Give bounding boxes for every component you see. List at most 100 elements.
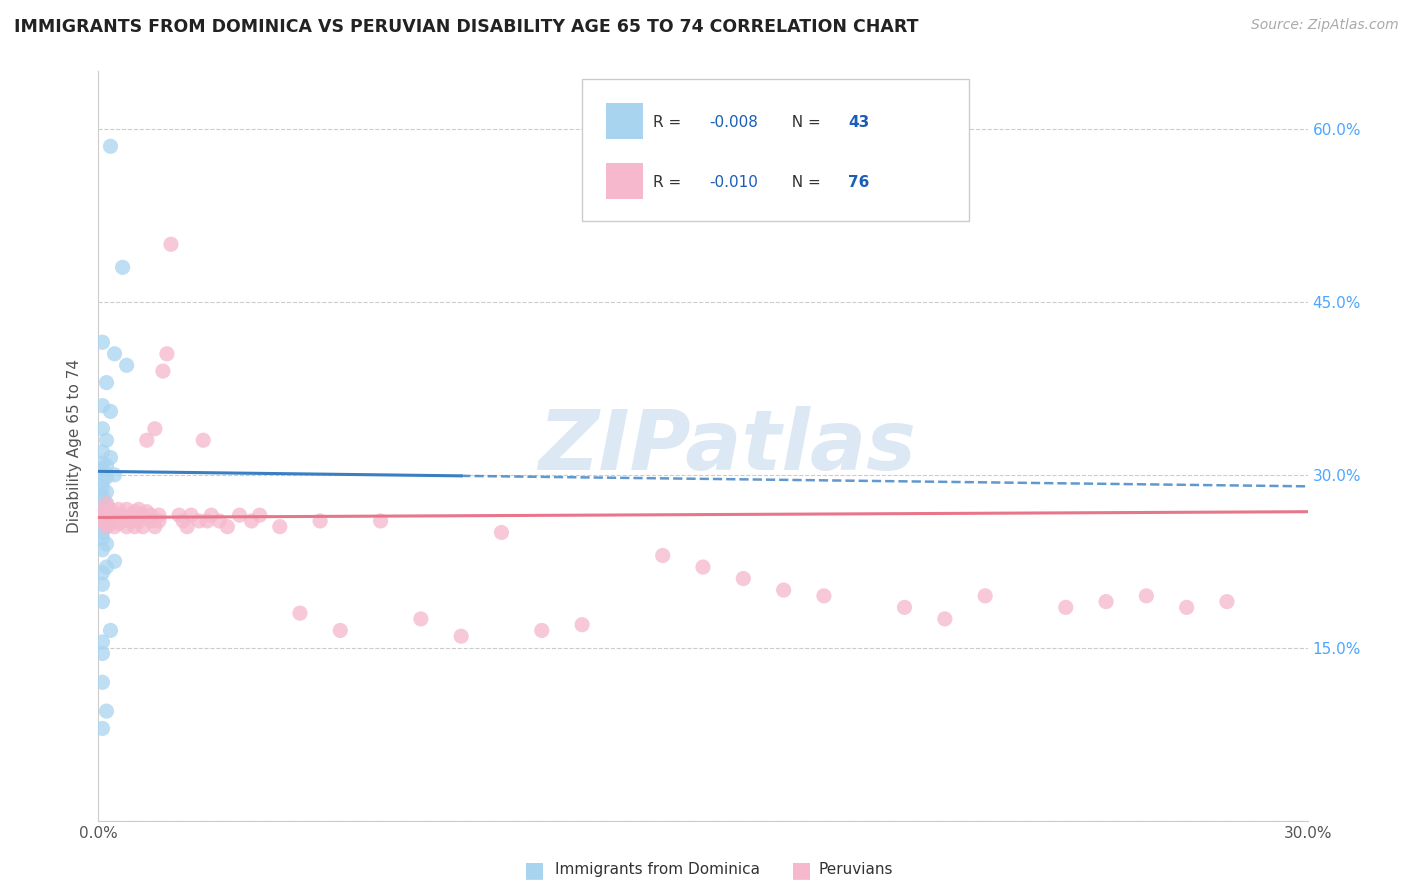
Point: [107, 516, 129, 531]
Text: ZIPatlas: ZIPatlas: [538, 406, 917, 486]
Point: [100, 624, 122, 638]
Point: [1095, 594, 1118, 608]
Point: [934, 612, 956, 626]
Point: [115, 502, 138, 516]
Point: [1175, 600, 1198, 615]
Point: [135, 505, 157, 519]
Point: [143, 422, 166, 436]
Point: [91, 462, 114, 476]
Point: [893, 600, 915, 615]
Point: [240, 514, 263, 528]
Point: [96, 376, 118, 390]
Point: [450, 629, 472, 643]
Point: [96, 505, 118, 519]
Point: [91, 502, 114, 516]
Point: [91, 493, 114, 508]
Point: [156, 347, 179, 361]
Point: [139, 514, 162, 528]
Point: [100, 514, 122, 528]
Point: [96, 511, 118, 525]
Point: [124, 505, 146, 519]
Point: [288, 606, 311, 620]
Point: [91, 722, 114, 736]
Point: [813, 589, 835, 603]
Text: N =: N =: [782, 175, 825, 190]
Point: [91, 474, 114, 488]
Point: [733, 572, 755, 586]
Point: [100, 450, 122, 465]
Text: Peruvians: Peruvians: [818, 863, 893, 877]
Point: [91, 335, 114, 350]
FancyBboxPatch shape: [582, 78, 969, 221]
Text: R =: R =: [654, 175, 686, 190]
Point: [91, 502, 114, 516]
Point: [91, 399, 114, 413]
Point: [249, 508, 271, 523]
Text: ■: ■: [524, 860, 544, 880]
Text: Source: ZipAtlas.com: Source: ZipAtlas.com: [1251, 18, 1399, 32]
Text: -0.010: -0.010: [709, 175, 758, 190]
Point: [91, 594, 114, 608]
Point: [143, 519, 166, 533]
Point: [208, 514, 231, 528]
Point: [135, 434, 157, 448]
Point: [91, 456, 114, 470]
Point: [571, 617, 593, 632]
Text: -0.008: -0.008: [709, 115, 758, 130]
Point: [103, 347, 125, 361]
Point: [91, 508, 114, 523]
Point: [167, 508, 190, 523]
Point: [91, 542, 114, 557]
Point: [96, 497, 118, 511]
Point: [111, 514, 134, 528]
Point: [193, 434, 215, 448]
Point: [974, 589, 997, 603]
Point: [100, 508, 122, 523]
Point: [115, 359, 138, 373]
Point: [96, 560, 118, 574]
Point: [91, 566, 114, 580]
Point: [91, 531, 114, 545]
Text: Immigrants from Dominica: Immigrants from Dominica: [555, 863, 761, 877]
Point: [772, 583, 794, 598]
Point: [132, 508, 155, 523]
Point: [100, 404, 122, 418]
Point: [148, 508, 170, 523]
Point: [180, 508, 202, 523]
Point: [91, 505, 114, 519]
Point: [91, 635, 114, 649]
Point: [103, 508, 125, 523]
Point: [103, 519, 125, 533]
Point: [107, 508, 129, 523]
Point: [111, 510, 134, 524]
Point: [120, 508, 142, 523]
Point: [172, 514, 194, 528]
Point: [91, 479, 114, 493]
FancyBboxPatch shape: [606, 162, 643, 199]
Text: ■: ■: [792, 860, 811, 880]
Point: [269, 519, 291, 533]
Point: [96, 519, 118, 533]
Text: R =: R =: [654, 115, 686, 130]
Point: [128, 502, 150, 516]
Point: [132, 519, 155, 533]
Y-axis label: Disability Age 65 to 74: Disability Age 65 to 74: [67, 359, 83, 533]
Point: [1216, 594, 1239, 608]
Point: [160, 237, 183, 252]
Point: [530, 624, 553, 638]
Point: [152, 364, 174, 378]
Point: [96, 485, 118, 500]
Point: [128, 514, 150, 528]
Point: [96, 704, 118, 718]
Point: [139, 508, 162, 523]
Point: [409, 612, 432, 626]
Point: [1054, 600, 1077, 615]
Text: IMMIGRANTS FROM DOMINICA VS PERUVIAN DISABILITY AGE 65 TO 74 CORRELATION CHART: IMMIGRANTS FROM DOMINICA VS PERUVIAN DIS…: [14, 18, 918, 36]
Point: [217, 519, 239, 533]
Point: [91, 514, 114, 528]
Point: [91, 514, 114, 528]
FancyBboxPatch shape: [606, 103, 643, 139]
Point: [309, 514, 332, 528]
Point: [329, 624, 352, 638]
Point: [96, 519, 118, 533]
